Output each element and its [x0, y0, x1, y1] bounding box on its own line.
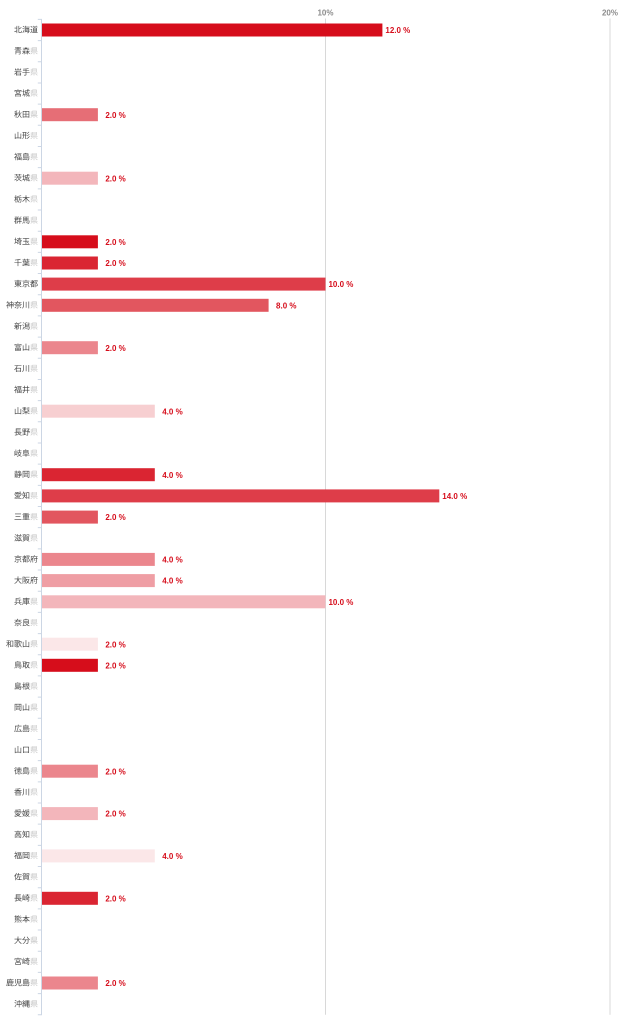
svg-text:20%: 20% — [602, 9, 618, 18]
svg-text:2.0 %: 2.0 % — [105, 661, 125, 670]
svg-text:4.0 %: 4.0 % — [162, 556, 182, 565]
svg-text:8.0 %: 8.0 % — [276, 301, 296, 310]
svg-text:4.0 %: 4.0 % — [162, 577, 182, 586]
svg-text:2.0 %: 2.0 % — [105, 767, 125, 776]
svg-text:4.0 %: 4.0 % — [162, 852, 182, 861]
svg-text:2.0 %: 2.0 % — [105, 259, 125, 268]
svg-text:4.0 %: 4.0 % — [162, 471, 182, 480]
svg-text:2.0 %: 2.0 % — [105, 640, 125, 649]
svg-text:12.0 %: 12.0 % — [385, 26, 410, 35]
svg-text:2.0 %: 2.0 % — [105, 513, 125, 522]
svg-text:14.0 %: 14.0 % — [442, 492, 467, 501]
svg-text:2.0 %: 2.0 % — [105, 238, 125, 247]
svg-text:2.0 %: 2.0 % — [105, 111, 125, 120]
svg-text:10.0 %: 10.0 % — [328, 280, 353, 289]
svg-text:10.0 %: 10.0 % — [328, 598, 353, 607]
svg-text:2.0 %: 2.0 % — [105, 894, 125, 903]
svg-text:10%: 10% — [317, 9, 333, 18]
svg-text:2.0 %: 2.0 % — [105, 979, 125, 988]
svg-text:2.0 %: 2.0 % — [105, 810, 125, 819]
svg-text:2.0 %: 2.0 % — [105, 174, 125, 183]
svg-text:2.0 %: 2.0 % — [105, 344, 125, 353]
svg-text:4.0 %: 4.0 % — [162, 407, 182, 416]
